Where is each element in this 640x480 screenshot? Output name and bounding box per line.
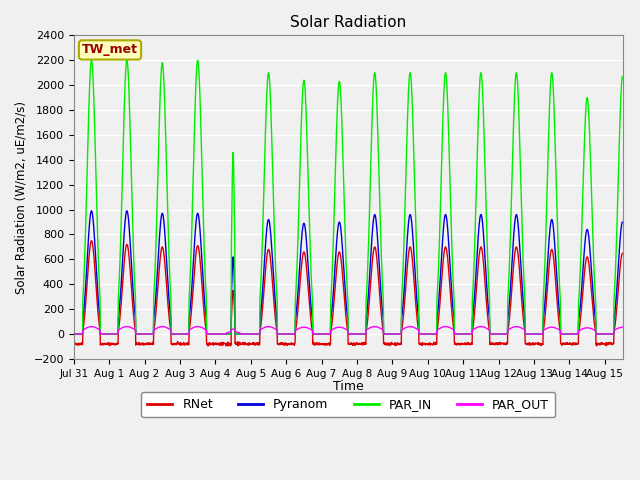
RNet (352, 342, 360, 348)
Pyranom (102, 331, 110, 337)
RNet (600, 341, 607, 347)
Title: Solar Radiation: Solar Radiation (290, 15, 406, 30)
PAR_OUT (102, 331, 110, 337)
PAR_OUT (618, 324, 626, 330)
PAR_OUT (351, 331, 359, 337)
RNet (102, 341, 110, 347)
Text: TW_met: TW_met (82, 43, 138, 57)
Pyranom (430, 331, 438, 337)
Pyranom (618, 219, 626, 225)
Pyranom (88, 208, 95, 214)
PAR_OUT (430, 331, 438, 337)
PAR_IN (600, 331, 607, 337)
PAR_IN (70, 331, 77, 337)
Legend: RNet, Pyranom, PAR_IN, PAR_OUT: RNet, Pyranom, PAR_IN, PAR_OUT (141, 392, 555, 418)
PAR_IN (534, 331, 542, 337)
PAR_OUT (413, 326, 421, 332)
PAR_IN (102, 331, 110, 337)
RNet (534, 340, 542, 346)
Line: PAR_IN: PAR_IN (74, 60, 622, 334)
Line: Pyranom: Pyranom (74, 211, 622, 334)
RNet (70, 341, 77, 347)
X-axis label: Time: Time (333, 380, 364, 393)
PAR_IN (430, 331, 438, 337)
Pyranom (351, 331, 359, 337)
PAR_OUT (88, 324, 95, 329)
PAR_IN (88, 57, 95, 63)
Y-axis label: Solar Radiation (W/m2, uE/m2/s): Solar Radiation (W/m2, uE/m2/s) (15, 101, 28, 294)
PAR_IN (413, 273, 421, 279)
PAR_IN (618, 74, 626, 80)
PAR_OUT (600, 331, 607, 337)
Pyranom (534, 331, 542, 337)
Pyranom (600, 331, 607, 337)
Pyranom (413, 305, 421, 311)
RNet (431, 341, 438, 347)
PAR_OUT (70, 331, 77, 337)
RNet (414, 322, 422, 327)
Line: PAR_OUT: PAR_OUT (74, 326, 622, 334)
RNet (618, 251, 626, 256)
Pyranom (70, 331, 77, 337)
PAR_IN (351, 331, 359, 337)
Line: RNet: RNet (74, 240, 622, 346)
PAR_OUT (534, 331, 542, 337)
RNet (88, 238, 95, 243)
RNet (204, 343, 212, 349)
